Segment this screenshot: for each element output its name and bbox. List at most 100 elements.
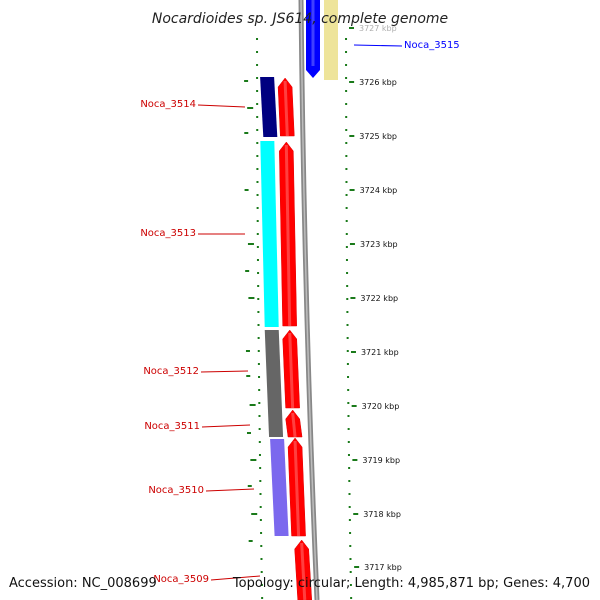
label-layer: Noca_3515 Noca_3514 Noca_3513 Noca_3512 Noca… bbox=[140, 40, 459, 585]
guide-dot-right bbox=[348, 519, 351, 521]
guide-dot-left bbox=[258, 454, 261, 456]
left-tick-minor bbox=[245, 270, 250, 272]
guide-dot-left bbox=[257, 272, 260, 274]
gene-label-noca_3514: Noca_3514 bbox=[140, 99, 196, 110]
scale-tick-mark bbox=[349, 135, 355, 137]
guide-dot-left bbox=[256, 207, 259, 209]
guide-dot-left bbox=[256, 142, 259, 144]
scale-tick-label: 3727 kbp bbox=[359, 24, 397, 33]
guide-dot-left bbox=[256, 116, 259, 118]
scale-tick-mark bbox=[349, 189, 355, 191]
guide-dot-right bbox=[346, 298, 349, 300]
guide-dot-right bbox=[347, 441, 350, 443]
scale-tick-label: 3726 kbp bbox=[359, 78, 397, 87]
cds-arrow-highlight bbox=[293, 440, 301, 537]
scale-tick-label: 3721 kbp bbox=[361, 348, 399, 357]
guide-dot-right bbox=[348, 480, 351, 482]
left-tick-minor bbox=[247, 485, 252, 487]
guide-dot-left bbox=[258, 376, 261, 378]
backbone-inner bbox=[300, 0, 318, 600]
guide-dot-left bbox=[260, 571, 263, 573]
guide-dot-right bbox=[345, 38, 348, 40]
cds-arrow-highlight bbox=[300, 542, 307, 600]
scale-tick-label: 3724 kbp bbox=[360, 186, 398, 195]
guide-dot-left bbox=[260, 558, 263, 560]
scale-tick-label: 3718 kbp bbox=[363, 510, 401, 519]
guide-dot-right bbox=[347, 428, 350, 430]
guide-dot-right bbox=[345, 233, 348, 235]
guide-dot-right bbox=[346, 311, 349, 313]
map-title: Nocardioides sp. JS614, complete genome bbox=[152, 11, 448, 27]
guide-dot-left bbox=[257, 298, 260, 300]
left-tick-minor bbox=[244, 189, 249, 191]
left-tick-mark bbox=[249, 404, 256, 406]
gene-label-noca_3511: Noca_3511 bbox=[144, 421, 200, 432]
guide-dot-left bbox=[256, 194, 259, 196]
guide-dot-right bbox=[346, 337, 349, 339]
guide-dot-left bbox=[259, 519, 262, 521]
scale-tick-label: 3722 kbp bbox=[360, 294, 398, 303]
guide-dot-right bbox=[345, 64, 348, 66]
guide-dot-right bbox=[347, 402, 350, 404]
guide-dot-left bbox=[258, 415, 261, 417]
guide-dot-right bbox=[349, 545, 352, 547]
cds-arrow-highlight bbox=[284, 144, 292, 327]
scale-tick-label: 3723 kbp bbox=[360, 240, 398, 249]
guide-dot-left bbox=[257, 324, 260, 326]
guide-dot-right bbox=[348, 506, 351, 508]
guide-dot-left bbox=[256, 129, 259, 131]
leader-line-noca_3510 bbox=[205, 488, 255, 492]
guide-dot-right bbox=[349, 571, 352, 573]
feature-block-noca_3515 bbox=[324, 0, 338, 80]
guide-dot-left bbox=[256, 220, 259, 222]
scale-tick-label: 3719 kbp bbox=[362, 456, 400, 465]
guide-dot-left bbox=[256, 90, 259, 92]
guide-dot-right bbox=[350, 597, 353, 599]
guide-dot-right bbox=[345, 142, 348, 144]
guide-dot-left bbox=[259, 480, 262, 482]
gene-label-noca_3509: Noca_3509 bbox=[153, 574, 209, 585]
guide-dot-right bbox=[346, 363, 349, 365]
scale-tick-mark bbox=[352, 459, 358, 461]
left-tick-minor bbox=[246, 375, 251, 377]
scale-tick-mark bbox=[354, 566, 360, 568]
gene-label-noca_3513: Noca_3513 bbox=[140, 228, 196, 239]
scale-tick-mark bbox=[353, 513, 359, 515]
guide-dot-left bbox=[258, 428, 261, 430]
guide-dot-left bbox=[259, 506, 262, 508]
guide-dot-right bbox=[349, 532, 352, 534]
guide-dot-left bbox=[256, 246, 259, 248]
guide-dot-right bbox=[346, 272, 349, 274]
guide-dot-left bbox=[257, 363, 260, 365]
guide-dot-right bbox=[345, 155, 348, 157]
guide-dot-left bbox=[256, 77, 259, 79]
guide-dot-right bbox=[349, 584, 352, 586]
left-tick-minor bbox=[245, 350, 250, 352]
guide-dot-right bbox=[345, 220, 348, 222]
accession-text: Accession: NC_008699 bbox=[9, 576, 157, 591]
guide-dot-left bbox=[256, 181, 259, 183]
guide-dot-right bbox=[345, 77, 348, 79]
scale-layer: 3727 kbp 3726 kbp 3725 kbp 3724 kbp 3723 kbp… bbox=[349, 24, 402, 572]
guide-dot-left bbox=[256, 64, 259, 66]
guide-dot-right bbox=[345, 259, 348, 261]
leader-line-noca_3511 bbox=[201, 424, 251, 428]
scale-tick-mark bbox=[349, 27, 355, 29]
scale-tick-mark bbox=[349, 243, 355, 245]
cds-arrow-highlight bbox=[288, 332, 295, 409]
guide-dot-left bbox=[261, 597, 264, 599]
guide-dot-left bbox=[257, 285, 260, 287]
guide-dot-left bbox=[257, 350, 260, 352]
guide-dot-right bbox=[345, 207, 348, 209]
guide-dot-right bbox=[345, 246, 348, 248]
guide-dot-left bbox=[256, 51, 259, 53]
scale-tick-mark bbox=[350, 297, 356, 299]
guide-dot-right bbox=[348, 493, 351, 495]
guide-dot-left bbox=[258, 402, 261, 404]
left-tick-mark bbox=[248, 297, 255, 299]
cds-arrow-highlight bbox=[283, 80, 289, 137]
left-tick-mark bbox=[247, 243, 254, 245]
guide-dot-left bbox=[259, 493, 262, 495]
guide-dot-right bbox=[348, 467, 351, 469]
